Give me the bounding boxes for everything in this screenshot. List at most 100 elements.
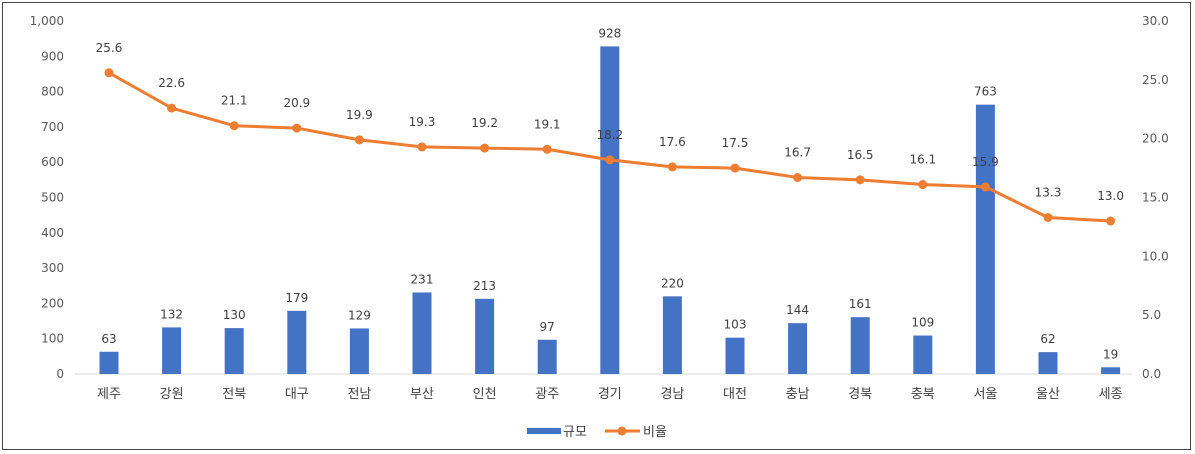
bar — [99, 351, 119, 374]
line-data-label: 17.6 — [659, 135, 686, 149]
x-category-label: 강원 — [160, 387, 184, 402]
y-right-tick-label: 10.0 — [1142, 249, 1169, 263]
line-data-label: 17.5 — [722, 136, 749, 150]
y-right-tick-label: 15.0 — [1142, 191, 1169, 205]
x-category-label: 대구 — [285, 387, 309, 402]
bar-series — [99, 46, 1121, 374]
bar — [162, 327, 182, 374]
bar — [412, 292, 432, 374]
bar — [537, 339, 557, 374]
line-point — [1106, 216, 1116, 226]
x-category-label: 전남 — [347, 387, 371, 402]
line-point — [167, 103, 177, 113]
line-data-label: 19.1 — [534, 117, 561, 131]
bar-data-label: 129 — [348, 308, 371, 322]
bar — [850, 317, 870, 374]
y-left-tick-label: 700 — [41, 120, 64, 134]
bar-data-label: 928 — [598, 26, 621, 40]
x-category-label: 대전 — [723, 387, 747, 402]
y-axis-left: 0 100 200 300 400 500 600 700 800 900 1,000 — [30, 14, 64, 381]
bar — [975, 104, 995, 374]
x-category-label: 경기 — [598, 387, 622, 402]
bar-data-label: 144 — [786, 303, 809, 317]
line-data-label: 16.1 — [909, 153, 936, 167]
line-point — [480, 143, 490, 153]
y-left-tick-label: 600 — [41, 155, 64, 169]
line-point — [793, 172, 803, 182]
line-data-label: 20.9 — [283, 96, 310, 110]
line-data-label: 15.9 — [972, 155, 999, 169]
bar-data-labels: 63 132 130 179 129 231 213 97 928 220 103 144 161 109… — [101, 26, 1118, 361]
y-right-tick-label: 30.0 — [1142, 14, 1169, 28]
line-point — [229, 121, 239, 131]
line-point — [855, 175, 865, 185]
bar — [725, 337, 745, 374]
bar-data-label: 220 — [661, 276, 684, 290]
y-axis-right: 0.0 5.0 10.0 15.0 20.0 25.0 30.0 — [1142, 14, 1169, 381]
x-category-label: 부산 — [410, 387, 434, 402]
bar — [662, 296, 682, 374]
y-left-tick-label: 1,000 — [30, 14, 64, 28]
bar-data-label: 103 — [724, 318, 747, 332]
line-data-label: 22.6 — [158, 76, 185, 90]
bar-data-label: 763 — [974, 85, 997, 99]
bar — [788, 323, 808, 374]
bar-data-label: 161 — [849, 297, 872, 311]
y-left-tick-label: 400 — [41, 226, 64, 240]
legend-label-bar: 규모 — [563, 425, 587, 440]
line-data-label: 13.0 — [1097, 189, 1124, 203]
line-point — [605, 155, 615, 165]
bar — [224, 328, 244, 374]
bar-data-label: 130 — [223, 308, 246, 322]
y-left-tick-label: 300 — [41, 261, 64, 275]
line-point — [104, 68, 114, 78]
line-data-label: 16.5 — [847, 148, 874, 162]
x-category-label: 경남 — [660, 387, 684, 402]
legend: 규모 비율 — [527, 425, 667, 440]
x-category-label: 경북 — [848, 387, 872, 402]
line-point — [292, 123, 302, 133]
x-category-label: 서울 — [973, 387, 997, 402]
line-data-label: 13.3 — [1035, 186, 1062, 200]
bar-data-label: 179 — [285, 291, 308, 305]
line-data-label: 18.2 — [596, 128, 623, 142]
line-point — [980, 182, 990, 192]
x-category-label: 전북 — [222, 387, 246, 402]
x-axis-categories: 제주 강원 전북 대구 전남 부산 인천 광주 경기 경남 대전 충남 경북 충북 서울 울산 세종 — [97, 387, 1123, 402]
y-right-tick-label: 5.0 — [1142, 308, 1161, 322]
bar — [349, 328, 369, 374]
line-data-label: 19.3 — [409, 115, 436, 129]
bar-data-label: 97 — [540, 320, 555, 334]
y-right-tick-label: 20.0 — [1142, 132, 1169, 146]
bar-data-label: 62 — [1040, 332, 1055, 346]
bar — [1101, 367, 1121, 374]
bar — [475, 298, 495, 374]
bar — [913, 335, 933, 374]
bar-data-label: 109 — [911, 316, 934, 330]
y-left-tick-label: 800 — [41, 85, 64, 99]
bar-data-label: 132 — [160, 307, 183, 321]
line-point — [730, 163, 740, 173]
line-data-label: 19.9 — [346, 108, 373, 122]
y-right-tick-label: 0.0 — [1142, 367, 1161, 381]
bar-data-label: 19 — [1103, 347, 1118, 361]
x-category-label: 충북 — [911, 387, 935, 402]
line-data-labels: 25.6 22.6 21.1 20.9 19.9 19.3 19.2 19.1 18.2 17.6… — [96, 41, 1124, 203]
bar-data-label: 63 — [101, 332, 116, 346]
line-data-label: 19.2 — [471, 116, 498, 130]
y-right-tick-label: 25.0 — [1142, 73, 1169, 87]
y-left-tick-label: 500 — [41, 191, 64, 205]
line-data-label: 16.7 — [784, 145, 811, 159]
bar — [1038, 352, 1058, 374]
y-left-tick-label: 900 — [41, 49, 64, 63]
x-category-label: 충남 — [786, 387, 810, 402]
line-point — [542, 144, 552, 154]
y-left-tick-label: 100 — [41, 332, 64, 346]
line-markers — [104, 68, 1116, 226]
line-point — [417, 142, 427, 152]
line-data-label: 25.6 — [96, 41, 123, 55]
y-left-tick-label: 0 — [56, 367, 64, 381]
bar-data-label: 213 — [473, 279, 496, 293]
bar-data-label: 231 — [411, 272, 434, 286]
bar — [287, 310, 307, 374]
